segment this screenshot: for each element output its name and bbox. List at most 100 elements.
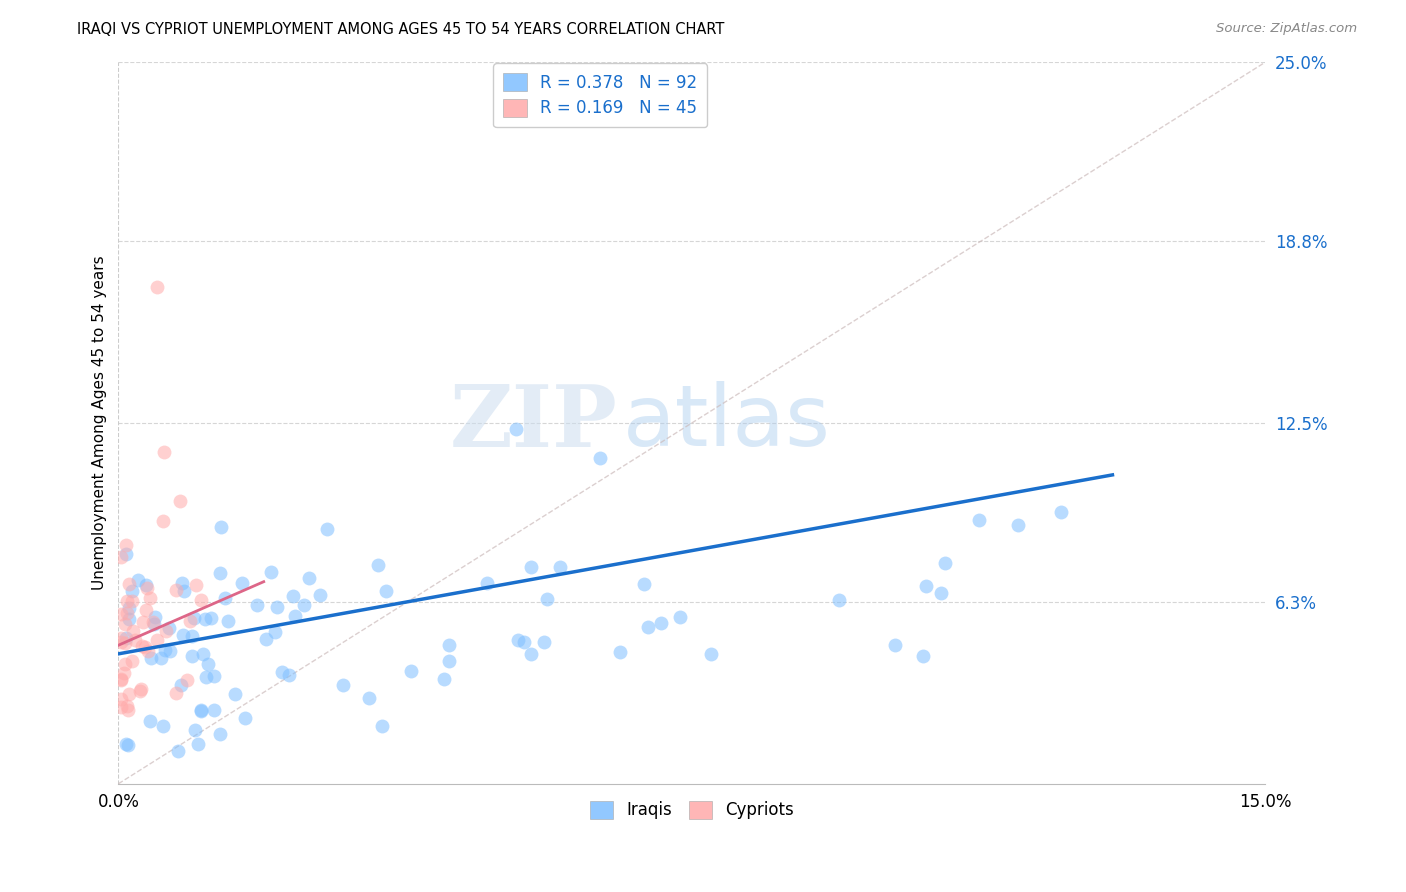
Point	[136, 582, 159, 596]
Point	[118, 687, 141, 701]
Point	[143, 617, 166, 632]
Point	[202, 668, 225, 682]
Point	[110, 632, 132, 646]
Point	[110, 692, 132, 706]
Point	[266, 600, 288, 615]
Point	[183, 611, 205, 625]
Point	[475, 576, 498, 591]
Point	[165, 686, 187, 700]
Point	[934, 556, 956, 570]
Point	[609, 645, 631, 659]
Point	[375, 584, 398, 599]
Point	[135, 578, 157, 592]
Point	[118, 601, 141, 615]
Point	[271, 665, 294, 680]
Point	[217, 614, 239, 628]
Point	[143, 610, 166, 624]
Point	[170, 678, 193, 692]
Point	[513, 634, 536, 648]
Point	[259, 566, 281, 580]
Point	[246, 598, 269, 612]
Point	[117, 606, 139, 620]
Point	[195, 670, 218, 684]
Point	[633, 577, 655, 591]
Point	[121, 654, 143, 668]
Point	[169, 494, 191, 508]
Point	[224, 687, 246, 701]
Point	[155, 642, 177, 657]
Point	[283, 589, 305, 603]
Point	[180, 628, 202, 642]
Point	[117, 738, 139, 752]
Point	[155, 624, 177, 638]
Point	[110, 635, 132, 649]
Point	[115, 631, 138, 645]
Point	[127, 574, 149, 588]
Point	[114, 657, 136, 671]
Point	[231, 576, 253, 591]
Point	[437, 639, 460, 653]
Point	[172, 576, 194, 591]
Point	[367, 558, 389, 573]
Point	[141, 650, 163, 665]
Text: ZIP: ZIP	[450, 381, 617, 465]
Point	[122, 624, 145, 638]
Point	[136, 644, 159, 658]
Point	[433, 672, 456, 686]
Point	[110, 673, 132, 687]
Point	[187, 737, 209, 751]
Point	[117, 703, 139, 717]
Point	[912, 648, 935, 663]
Point	[150, 651, 173, 665]
Point	[165, 583, 187, 598]
Text: IRAQI VS CYPRIOT UNEMPLOYMENT AMONG AGES 45 TO 54 YEARS CORRELATION CHART: IRAQI VS CYPRIOT UNEMPLOYMENT AMONG AGES…	[77, 22, 724, 37]
Point	[129, 684, 152, 698]
Point	[650, 615, 672, 630]
Point	[929, 586, 952, 600]
Point	[277, 668, 299, 682]
Point	[536, 591, 558, 606]
Point	[298, 572, 321, 586]
Point	[179, 614, 201, 628]
Point	[181, 649, 204, 664]
Point	[124, 633, 146, 648]
Point	[233, 711, 256, 725]
Point	[118, 612, 141, 626]
Point	[370, 718, 392, 732]
Point	[828, 593, 851, 607]
Point	[110, 699, 132, 714]
Point	[1007, 518, 1029, 533]
Text: atlas: atlas	[623, 382, 831, 465]
Point	[669, 609, 692, 624]
Point	[153, 445, 176, 459]
Y-axis label: Unemployment Among Ages 45 to 54 years: Unemployment Among Ages 45 to 54 years	[93, 256, 107, 591]
Point	[132, 615, 155, 630]
Point	[110, 673, 132, 687]
Point	[191, 647, 214, 661]
Point	[637, 620, 659, 634]
Text: Source: ZipAtlas.com: Source: ZipAtlas.com	[1216, 22, 1357, 36]
Point	[157, 621, 180, 635]
Point	[209, 566, 232, 580]
Point	[884, 638, 907, 652]
Point	[184, 578, 207, 592]
Point	[209, 520, 232, 534]
Point	[967, 513, 990, 527]
Point	[114, 617, 136, 632]
Point	[915, 579, 938, 593]
Point	[110, 607, 132, 622]
Point	[115, 548, 138, 562]
Point	[294, 598, 316, 612]
Point	[200, 611, 222, 625]
Point	[184, 723, 207, 737]
Point	[700, 648, 723, 662]
Point	[214, 591, 236, 606]
Point	[172, 628, 194, 642]
Point	[194, 612, 217, 626]
Point	[439, 654, 461, 668]
Point	[110, 549, 132, 564]
Point	[117, 698, 139, 713]
Point	[139, 591, 162, 605]
Point	[152, 514, 174, 528]
Point	[284, 609, 307, 624]
